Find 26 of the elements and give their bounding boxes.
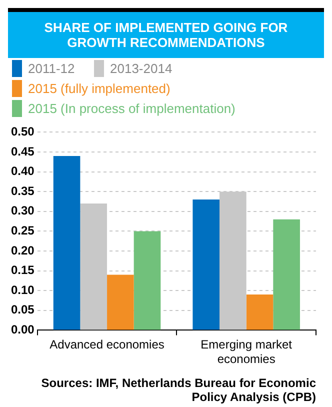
bar: [192, 200, 220, 330]
y-tick-label: 0.30: [10, 204, 35, 218]
bar: [246, 294, 274, 330]
y-tick-label: 0.50: [10, 124, 35, 139]
bar: [134, 231, 161, 330]
y-tick-label: 0.10: [10, 282, 35, 297]
y-tick-label: 0.40: [10, 164, 35, 178]
bar: [273, 219, 300, 330]
y-tick-label: 0.15: [10, 263, 35, 278]
y-tick-label: 0.35: [10, 184, 35, 198]
legend-label: 2015 (In process of implementation): [28, 101, 236, 116]
legend-label: 2015 (fully implemented): [28, 81, 170, 96]
y-tick-label: 0.20: [10, 243, 35, 258]
bar: [80, 203, 108, 330]
x-tick-label: Advanced economies: [50, 338, 164, 352]
bar: [107, 274, 134, 330]
y-tick-label: 0.05: [10, 302, 35, 317]
x-tick-label: Emerging market economies: [200, 338, 293, 366]
y-tick-label: 0.25: [10, 224, 35, 238]
source-note: Sources: IMF, Netherlands Bureau for Economic Policy Analysis (CPB): [40, 375, 317, 404]
bar: [53, 156, 80, 330]
y-tick-label: 0.00: [10, 322, 35, 337]
chart-title: SHARE OF IMPLEMENTED GOING FOR GROWTH RECOMMENDATIONS: [8, 8, 324, 58]
legend-label: 2013-2014: [110, 61, 172, 76]
y-tick-label: 0.45: [10, 144, 35, 158]
legend-label: 2011-12: [28, 61, 75, 76]
